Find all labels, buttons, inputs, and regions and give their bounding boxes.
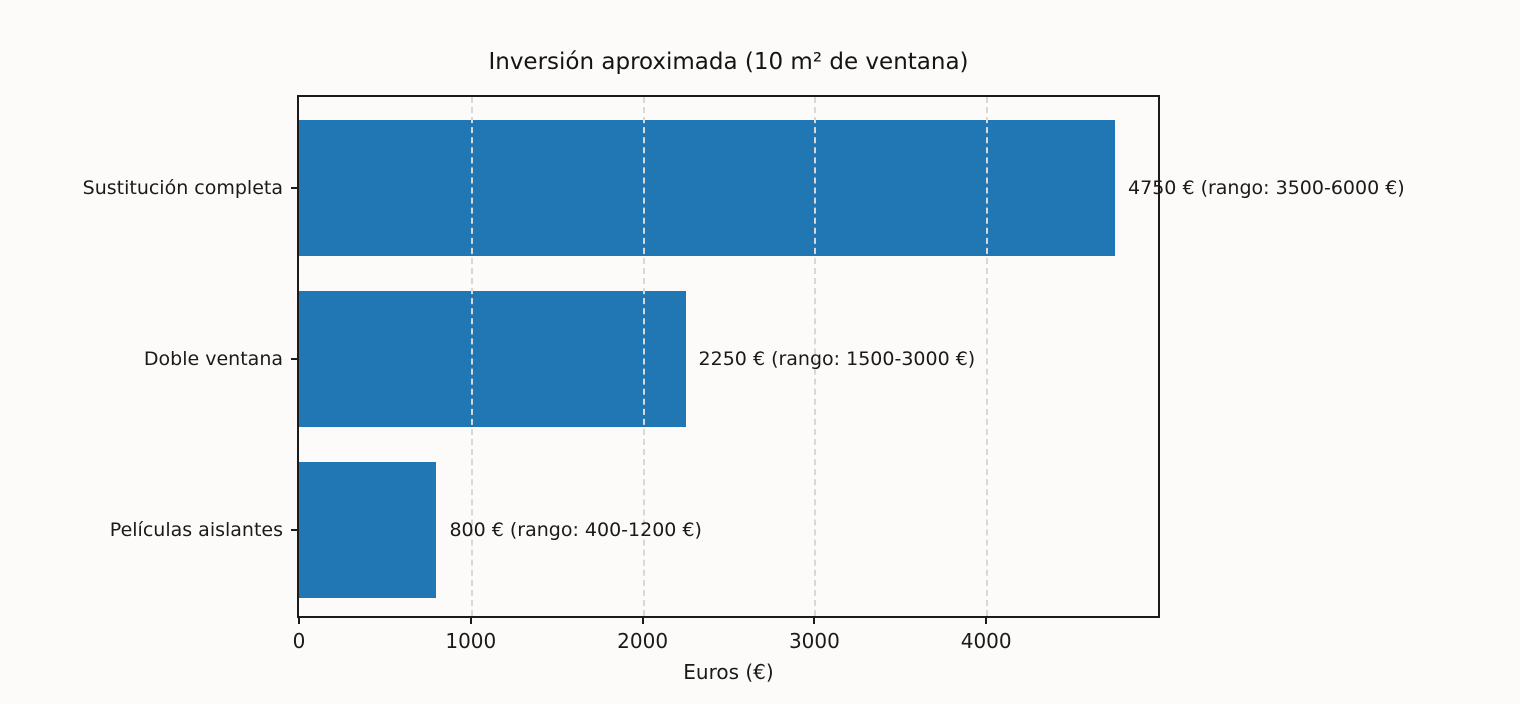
bar-annotation-sustitucion-completa: 4750 € (rango: 3500-6000 €)	[1128, 177, 1405, 199]
x-tick-mark	[813, 616, 816, 624]
x-tick-mark	[641, 616, 644, 624]
bar-peliculas-aislantes	[299, 462, 437, 598]
gridline-3000	[814, 97, 817, 616]
gridline-2000	[642, 97, 645, 616]
x-tick-mark	[985, 616, 988, 624]
x-tick-mark	[298, 616, 300, 624]
x-tick-label-1000: 1000	[445, 629, 497, 653]
x-axis-label: Euros (€)	[683, 660, 774, 684]
x-tick-label-0: 0	[292, 629, 306, 653]
y-tick-mark	[291, 187, 299, 189]
chart-title: Inversión aproximada (10 m² de ventana)	[488, 49, 969, 75]
bar-sustitucion-completa	[299, 120, 1116, 256]
y-tick-mark	[291, 529, 299, 531]
x-tick-mark	[469, 616, 472, 624]
bar-doble-ventana	[299, 291, 686, 427]
y-tick-mark	[291, 358, 299, 360]
gridline-4000	[986, 97, 989, 616]
category-label-peliculas-aislantes: Películas aislantes	[109, 519, 283, 541]
bar-annotation-doble-ventana: 2250 € (rango: 1500-3000 €)	[698, 348, 976, 370]
x-tick-label-4000: 4000	[960, 629, 1012, 653]
gridline-1000	[470, 97, 473, 616]
category-label-doble-ventana: Doble ventana	[143, 348, 283, 370]
x-tick-label-2000: 2000	[617, 629, 669, 653]
plot-area: Inversión aproximada (10 m² de ventana) …	[83, 49, 1405, 684]
x-tick-label-3000: 3000	[788, 629, 840, 653]
bar-annotation-peliculas-aislantes: 800 € (rango: 400-1200 €)	[449, 519, 702, 541]
category-label-sustitucion-completa: Sustitución completa	[82, 177, 283, 199]
